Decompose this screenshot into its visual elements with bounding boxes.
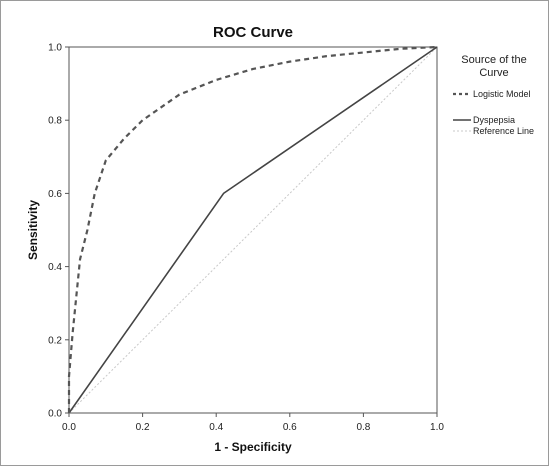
x-tick-label: 0.4	[209, 422, 223, 433]
y-axis-ticks: 0.0 0.2 0.4 0.6 0.8 1.0	[48, 43, 69, 420]
legend-label: Reference Line	[473, 126, 534, 136]
x-tick-label: 0.2	[136, 422, 150, 433]
y-tick-label: 0.2	[48, 335, 62, 346]
legend-title-line-1: Source of the	[461, 54, 526, 66]
legend: Source of the Curve Logistic Model Dyspep…	[453, 54, 534, 136]
y-tick-label: 1.0	[48, 43, 62, 54]
y-tick-label: 0.6	[48, 189, 62, 200]
x-tick-label: 0.0	[62, 422, 76, 433]
series-layer	[67, 45, 438, 414]
x-axis-ticks: 0.0 0.2 0.4 0.6 0.8 1.0	[62, 413, 444, 433]
x-axis-label: 1 - Specificity	[214, 440, 292, 454]
series-line-reference-line	[68, 46, 438, 414]
y-axis-label: Sensitivity	[26, 200, 40, 260]
y-tick-label: 0.0	[48, 409, 62, 420]
legend-label: Dyspepsia	[473, 115, 515, 125]
x-tick-label: 1.0	[430, 422, 444, 433]
y-tick-label: 0.8	[48, 116, 62, 127]
plot-area	[68, 46, 438, 414]
chart-title: ROC Curve	[213, 24, 293, 41]
legend-title-line-2: Curve	[479, 67, 508, 79]
legend-label: Logistic Model	[473, 89, 531, 99]
series-line-logistic-model	[67, 45, 438, 413]
x-tick-label: 0.8	[356, 422, 370, 433]
series-line-dyspepsia	[68, 46, 438, 414]
x-tick-label: 0.6	[283, 422, 297, 433]
y-tick-label: 0.4	[48, 262, 62, 273]
